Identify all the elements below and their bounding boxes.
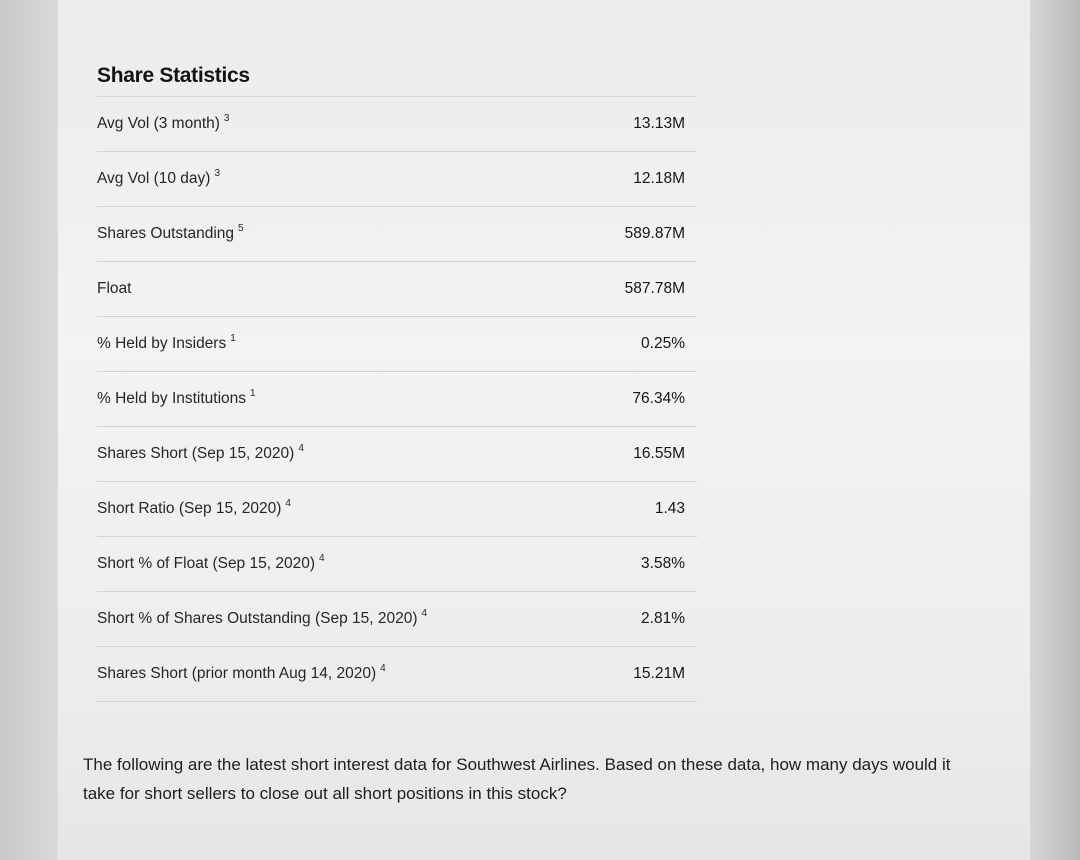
section-title: Share Statistics <box>97 64 250 87</box>
footnote-marker: 5 <box>238 223 244 234</box>
footnote-marker: 3 <box>214 168 221 179</box>
stat-row-short-ratio: Short Ratio (Sep 15, 2020) 4 1.43 <box>97 482 697 537</box>
share-statistics-table: Avg Vol (3 month) 3 13.13M Avg Vol (10 da… <box>97 96 697 702</box>
stat-value: 1.43 <box>654 500 685 517</box>
stat-row-held-by-insiders: % Held by Insiders 1 0.25% <box>97 317 697 372</box>
stat-value: 13.13M <box>633 115 685 132</box>
stat-label: Short Ratio (Sep 15, 2020) 4 <box>97 498 291 517</box>
paper-sheet <box>58 0 1030 860</box>
footnote-marker: 4 <box>421 608 428 619</box>
stat-label: Shares Short (Sep 15, 2020) 4 <box>97 443 304 462</box>
footnote-marker: 3 <box>223 113 230 124</box>
photo-background-right <box>1030 0 1080 860</box>
stat-label: Float <box>97 280 132 297</box>
footnote-marker: 4 <box>380 663 386 674</box>
stat-row-held-by-institutions: % Held by Institutions 1 76.34% <box>97 372 697 427</box>
footnote-marker: 1 <box>250 388 256 399</box>
question-text: The following are the latest short inter… <box>83 755 951 803</box>
stat-value: 0.25% <box>641 335 685 352</box>
stat-value: 587.78M <box>624 280 685 297</box>
stat-row-avg-vol-10-day: Avg Vol (10 day) 3 12.18M <box>97 152 697 207</box>
stat-label: Short % of Shares Outstanding (Sep 15, 2… <box>97 608 428 627</box>
stat-label: Avg Vol (3 month) 3 <box>97 113 230 132</box>
stat-label: % Held by Institutions 1 <box>97 388 256 407</box>
stat-row-shares-short: Shares Short (Sep 15, 2020) 4 16.55M <box>97 427 697 482</box>
stat-row-short-pct-float: Short % of Float (Sep 15, 2020) 4 3.58% <box>97 537 697 592</box>
stat-value: 589.87M <box>624 225 685 242</box>
stat-label: Avg Vol (10 day) 3 <box>97 168 221 187</box>
stat-row-shares-outstanding: Shares Outstanding 5 589.87M <box>97 207 697 262</box>
stat-row-float: Float 587.78M <box>97 262 697 317</box>
stat-value: 3.58% <box>641 555 685 572</box>
footnote-marker: 4 <box>318 553 325 564</box>
stat-row-avg-vol-3-month: Avg Vol (3 month) 3 13.13M <box>97 96 697 152</box>
stat-label: Shares Short (prior month Aug 14, 2020) 4 <box>97 663 386 682</box>
photo-background-left <box>0 0 58 860</box>
stat-label: % Held by Insiders 1 <box>97 333 236 352</box>
footnote-marker: 4 <box>298 443 304 454</box>
footnote-marker: 1 <box>230 333 236 344</box>
stat-row-short-pct-shares-outstanding: Short % of Shares Outstanding (Sep 15, 2… <box>97 592 697 647</box>
stat-label: Short % of Float (Sep 15, 2020) 4 <box>97 553 325 572</box>
stat-value: 16.55M <box>633 445 685 462</box>
stat-value: 76.34% <box>632 390 685 407</box>
stat-label: Shares Outstanding 5 <box>97 223 244 242</box>
stat-value: 12.18M <box>633 170 685 187</box>
stat-value: 2.81% <box>641 610 685 627</box>
footnote-marker: 4 <box>285 498 291 509</box>
stat-row-shares-short-prior-month: Shares Short (prior month Aug 14, 2020) 4… <box>97 647 697 702</box>
stat-value: 15.21M <box>633 665 685 682</box>
